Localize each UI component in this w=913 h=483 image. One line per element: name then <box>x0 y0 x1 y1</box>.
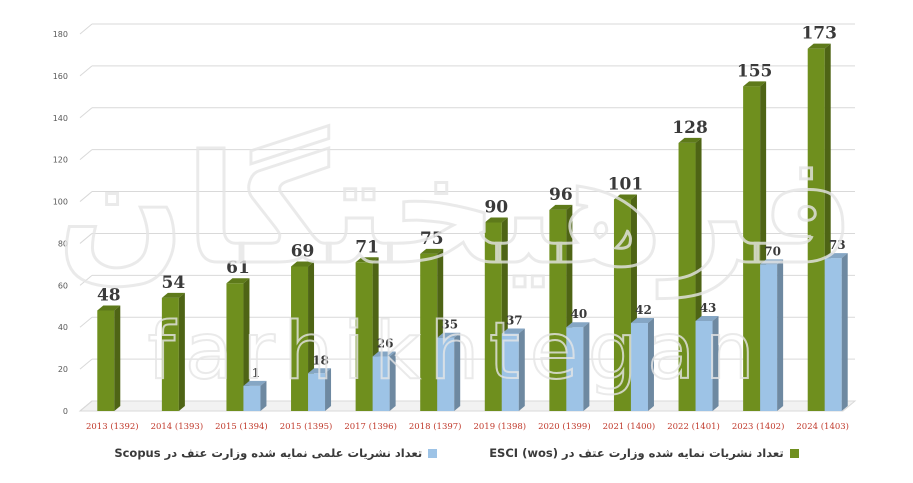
x-tick-label: 2015 (1395) <box>280 421 333 432</box>
legend-swatch-scopus <box>428 448 438 458</box>
data-label-scopus: 26 <box>377 337 394 351</box>
data-label-esci: 61 <box>226 258 250 278</box>
bar-esci <box>97 305 121 411</box>
watermark-latin: farhikhtegan <box>148 307 765 397</box>
data-label-scopus: 42 <box>635 303 652 317</box>
y-tick-label: 20 <box>58 365 68 374</box>
bar-scopus <box>760 259 784 411</box>
y-tick-label: 180 <box>53 30 68 39</box>
x-tick-label: 2018 (1397) <box>409 421 462 432</box>
data-label-scopus: 70 <box>764 244 781 258</box>
legend-label-scopus: تعداد نشریات علمی نمایه شده وزارت عتف در… <box>114 446 423 460</box>
data-label-scopus: 18 <box>312 353 329 367</box>
data-label-esci: 173 <box>801 24 837 44</box>
data-label-esci: 96 <box>549 185 573 205</box>
data-label-scopus: 35 <box>441 318 458 332</box>
bar-scopus <box>243 380 267 411</box>
y-tick-label: 120 <box>53 156 68 165</box>
bar-scopus <box>308 368 332 411</box>
x-tick-label: 2021 (1400) <box>603 421 656 432</box>
bar-scopus <box>695 315 719 411</box>
data-label-scopus: 37 <box>506 314 523 328</box>
x-tick-label: 2022 (1401) <box>667 421 720 432</box>
y-tick-label: 60 <box>58 281 68 290</box>
bar-scopus <box>630 318 654 411</box>
x-tick-label: 2017 (1396) <box>344 421 397 432</box>
x-tick-label: 2014 (1393) <box>151 421 204 432</box>
data-label-esci: 69 <box>291 241 315 261</box>
data-label-esci: 75 <box>420 229 444 249</box>
bar-scopus <box>372 351 396 411</box>
x-tick-label: 2020 (1399) <box>538 421 591 432</box>
y-tick-label: 40 <box>58 323 68 332</box>
data-label-scopus: 73 <box>829 238 846 252</box>
y-tick-label: 140 <box>53 114 68 123</box>
legend-swatch-esci <box>789 448 799 458</box>
data-label-esci: 90 <box>484 198 508 218</box>
legend-label-esci: تعداد نشریات نمایه شده وزارت عتف در ESCI… <box>489 446 784 460</box>
bar-esci <box>226 278 250 411</box>
y-tick-label: 160 <box>53 72 68 81</box>
data-label-scopus: 1 <box>252 366 260 380</box>
legend-item-esci: تعداد نشریات نمایه شده وزارت عتف در ESCI… <box>489 446 799 460</box>
x-tick-label: 2023 (1402) <box>732 421 785 432</box>
data-label-scopus: 40 <box>571 307 588 321</box>
x-tick-label: 2013 (1392) <box>86 421 139 432</box>
chart-floor <box>78 400 857 412</box>
x-tick-label: 2015 (1394) <box>215 421 268 432</box>
watermark-persian: فرهیختگان <box>57 124 855 299</box>
bar-scopus <box>824 253 848 411</box>
legend-item-scopus: تعداد نشریات علمی نمایه شده وزارت عتف در… <box>114 446 438 460</box>
x-tick-label: 2024 (1403) <box>796 421 849 432</box>
bar-scopus <box>437 332 461 411</box>
data-label-esci: 128 <box>672 118 708 138</box>
y-tick-label: 0 <box>63 407 68 416</box>
data-label-esci: 155 <box>737 61 773 81</box>
chart-legend: تعداد نشریات نمایه شده وزارت عتف در ESCI… <box>0 441 913 465</box>
bar-scopus <box>501 328 525 411</box>
data-label-esci: 54 <box>162 273 186 293</box>
y-tick-label: 100 <box>53 198 68 207</box>
bar-esci <box>161 292 185 411</box>
x-tick-label: 2019 (1398) <box>473 421 526 432</box>
data-label-esci: 48 <box>97 285 121 305</box>
data-label-esci: 101 <box>608 174 644 194</box>
data-label-esci: 71 <box>355 237 379 257</box>
bar-scopus <box>566 322 590 411</box>
data-label-scopus: 43 <box>700 301 717 315</box>
bar-esci <box>549 204 573 411</box>
y-tick-label: 80 <box>58 239 68 248</box>
